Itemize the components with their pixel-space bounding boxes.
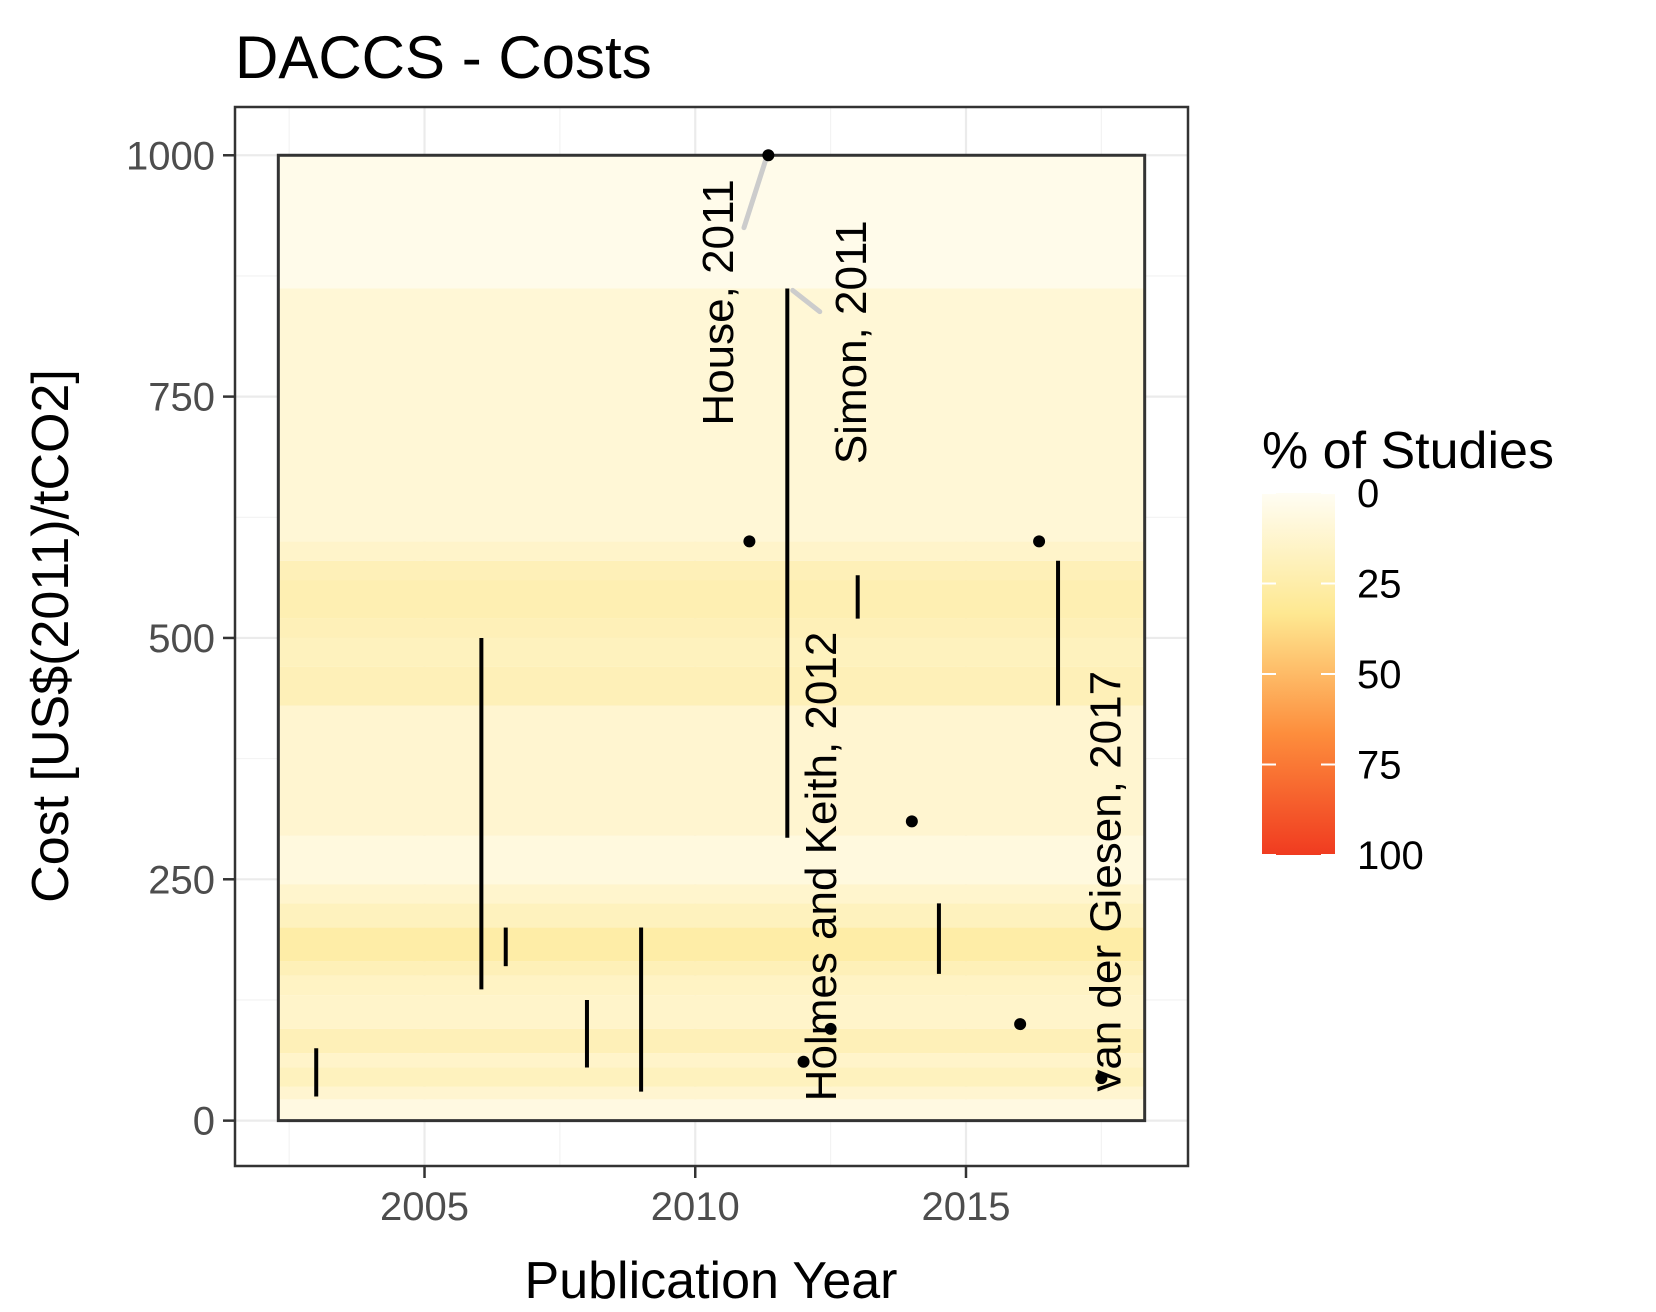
annotations: House, 2011 Simon, 2011 Holmes and Keith, …	[694, 179, 1130, 1101]
x-axis: 2005 2010 2015	[380, 1166, 1010, 1229]
heat-band	[278, 580, 1145, 619]
heat-band	[278, 705, 1145, 836]
annotation-label: House, 2011	[694, 179, 743, 425]
y-axis: 0 250 500 750 1000	[126, 134, 235, 1144]
data-point	[824, 1022, 837, 1035]
leader-line	[741, 157, 769, 231]
data-point	[1014, 1018, 1027, 1031]
heat-band	[278, 637, 1145, 667]
plot-border	[233, 105, 1190, 1168]
legend-tick-label: 25	[1357, 563, 1402, 607]
y-tick-label: 250	[148, 858, 215, 902]
heat-band	[278, 835, 1145, 885]
heat-band	[278, 1099, 1145, 1121]
data-points	[743, 149, 1108, 1085]
data-point	[905, 815, 918, 828]
y-tick-label: 0	[193, 1100, 215, 1144]
heat-band	[278, 618, 1145, 638]
legend-tick-label: 75	[1357, 744, 1402, 788]
y-axis-title: Cost [US$(2011)/tCO2]	[22, 369, 80, 903]
heat-band	[278, 975, 1145, 996]
heat-bands	[278, 155, 1145, 1121]
legend-tick-label: 100	[1357, 834, 1424, 878]
heat-band	[278, 288, 1145, 542]
heat-band	[278, 1053, 1145, 1068]
heat-band	[278, 666, 1145, 706]
leader-line	[790, 287, 823, 315]
y-tick-label: 750	[148, 376, 215, 420]
range-bars	[314, 288, 1061, 1097]
y-tick-label: 1000	[126, 134, 215, 178]
data-point	[762, 149, 775, 162]
heat-band	[278, 927, 1145, 962]
chart-title: DACCS - Costs	[235, 24, 652, 91]
x-tick-label: 2015	[922, 1185, 1011, 1229]
annotation-leaders	[741, 157, 823, 315]
annotation-label: van der Giesen, 2017	[1081, 671, 1130, 1092]
legend-title: % of Studies	[1262, 422, 1554, 480]
data-point	[743, 535, 756, 548]
heat-band	[278, 541, 1145, 561]
heat-band	[278, 903, 1145, 928]
legend-ticks: 0 25 50 75 100	[1262, 472, 1424, 878]
heat-band	[278, 155, 1145, 289]
y-tick-label: 500	[148, 617, 215, 661]
data-region-box	[276, 153, 1147, 1123]
data-point	[1095, 1072, 1108, 1085]
heat-band	[278, 560, 1145, 581]
legend-tick-label: 50	[1357, 653, 1402, 697]
legend: % of Studies 0 25 50 75 100	[1262, 422, 1554, 878]
heat-band	[278, 995, 1145, 1029]
data-point	[1033, 535, 1046, 548]
x-tick-label: 2010	[651, 1185, 740, 1229]
heat-band	[278, 1028, 1145, 1054]
data-point	[797, 1055, 810, 1068]
heat-band	[278, 961, 1145, 976]
annotation-label: Simon, 2011	[827, 220, 876, 464]
heat-band	[278, 1067, 1145, 1087]
legend-tick-label: 0	[1357, 472, 1379, 516]
heat-band	[278, 884, 1145, 904]
x-axis-title: Publication Year	[525, 1252, 898, 1310]
annotation-label: Holmes and Keith, 2012	[797, 632, 846, 1102]
heat-band	[278, 1086, 1145, 1100]
x-tick-label: 2005	[380, 1185, 469, 1229]
